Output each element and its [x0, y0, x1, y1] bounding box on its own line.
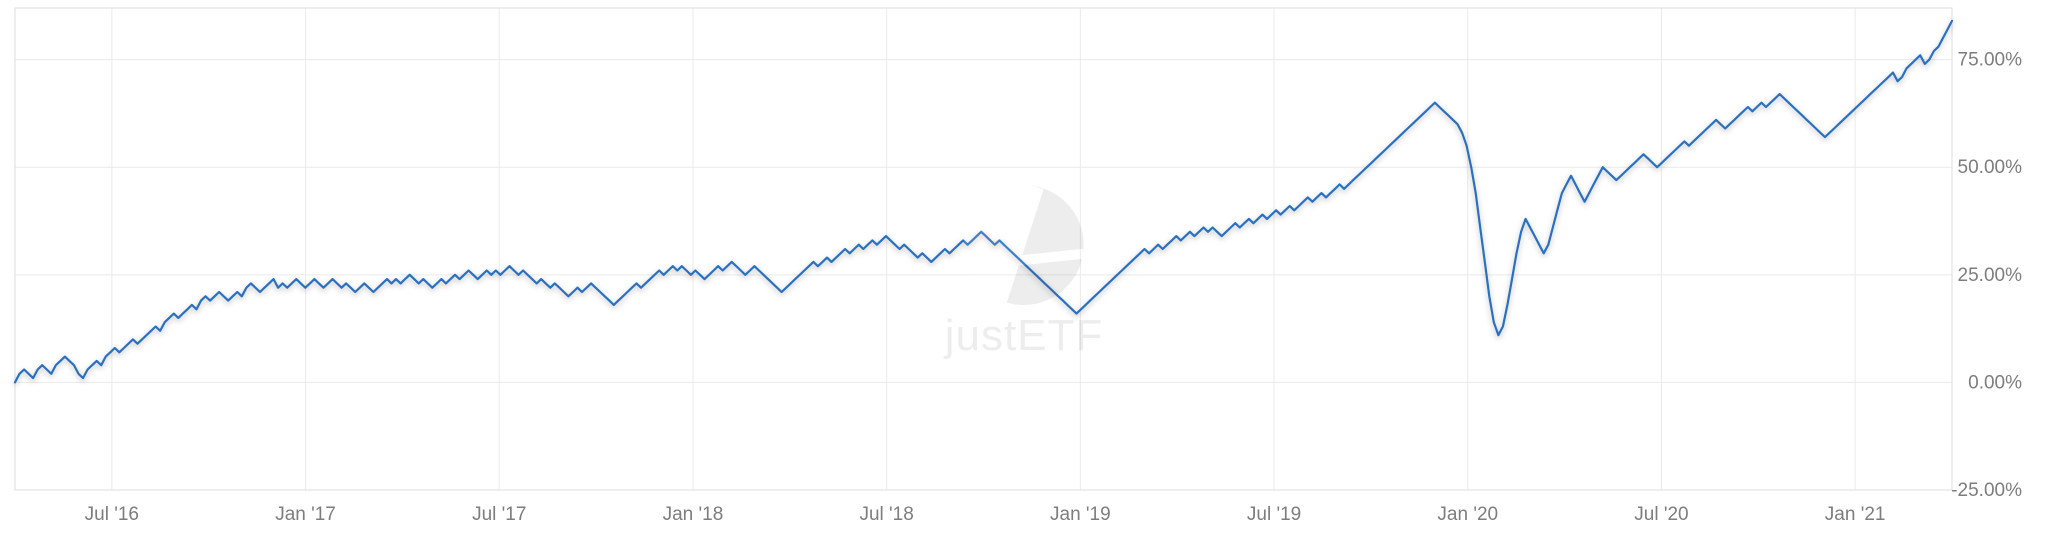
- y-tick-label: 0.00%: [1968, 372, 2022, 393]
- y-tick-label: 50.00%: [1958, 157, 2023, 178]
- x-tick-label: Jul '20: [1634, 504, 1688, 525]
- x-tick-label: Jan '20: [1437, 504, 1498, 525]
- x-tick-label: Jul '17: [472, 504, 526, 525]
- y-tick-label: 75.00%: [1958, 50, 2023, 71]
- x-tick-label: Jan '18: [663, 504, 724, 525]
- y-tick-label: 25.00%: [1958, 265, 2023, 286]
- x-tick-label: Jul '18: [859, 504, 913, 525]
- x-tick-label: Jul '16: [85, 504, 139, 525]
- x-tick-label: Jan '19: [1050, 504, 1111, 525]
- chart-svg: -25.00% 0.00% 25.00% 50.00% 75.00% Jul '16 Jan…: [0, 0, 2048, 546]
- y-tick-label: -25.00%: [1951, 480, 2022, 501]
- x-tick-label: Jan '21: [1825, 504, 1886, 525]
- x-tick-label: Jan '17: [275, 504, 336, 525]
- price-chart: -25.00% 0.00% 25.00% 50.00% 75.00% Jul '16 Jan…: [0, 0, 2048, 546]
- x-tick-label: Jul '19: [1247, 504, 1301, 525]
